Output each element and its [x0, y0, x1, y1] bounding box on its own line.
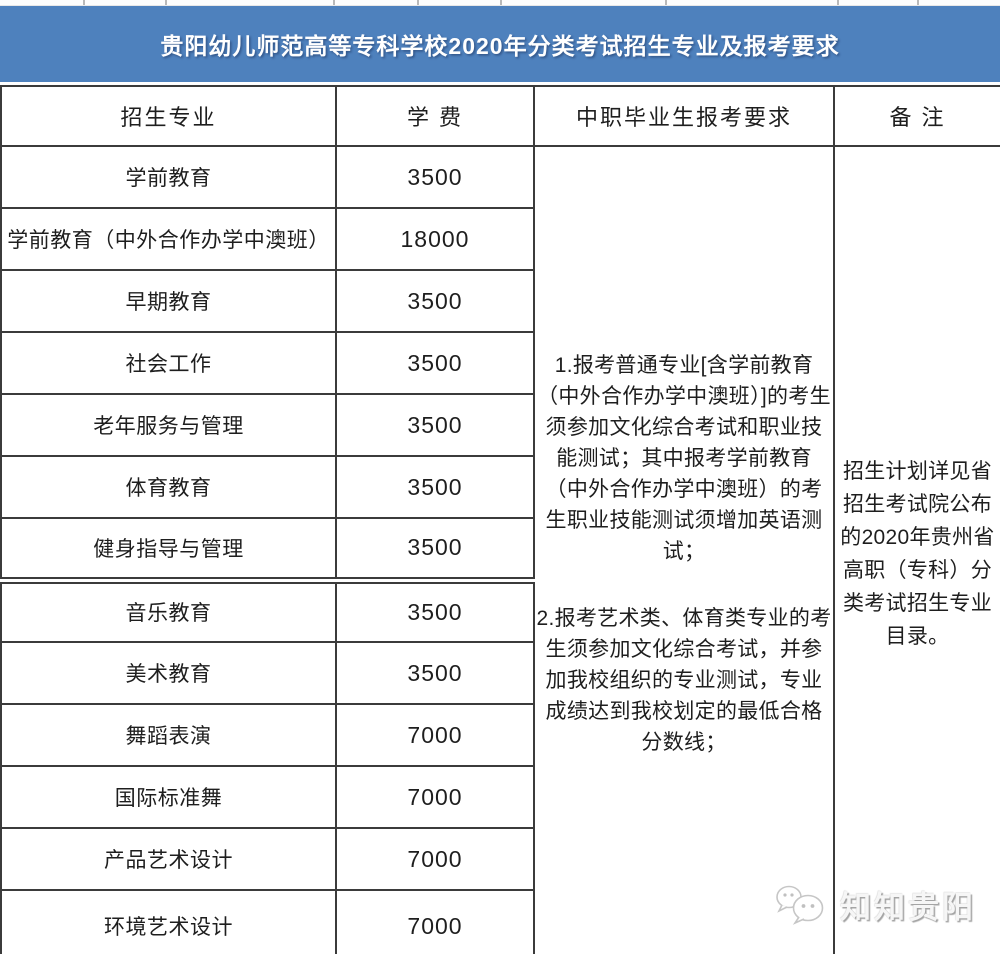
major-cell: 舞蹈表演	[0, 703, 337, 767]
major-cell: 音乐教育	[0, 576, 337, 643]
major-cell: 健身指导与管理	[0, 517, 337, 581]
fee-cell: 7000	[335, 703, 535, 767]
table-row: 学前教育 3500 1.报考普通专业[含学前教育（中外合作办学中澳班）]的考生须…	[0, 145, 1000, 954]
major-cell: 老年服务与管理	[0, 393, 337, 457]
major-cell: 学前教育	[0, 145, 337, 209]
title-banner: 贵阳幼儿师范高等专科学校2020年分类考试招生专业及报考要求	[0, 6, 1000, 82]
page-title: 贵阳幼儿师范高等专科学校2020年分类考试招生专业及报考要求	[160, 33, 840, 59]
table-row: 体育教育 3500	[0, 455, 1000, 519]
table-row: 产品艺术设计 7000	[0, 827, 1000, 891]
requirements-paragraph-2: 2.报考艺术类、体育类专业的考生须参加文化综合考试，并参加我校组织的专业测试，专…	[536, 607, 832, 754]
fee-cell: 18000	[335, 207, 535, 271]
table-row: 老年服务与管理 3500	[0, 393, 1000, 457]
fee-cell: 3500	[335, 393, 535, 457]
fee-cell: 7000	[335, 827, 535, 891]
table-row: 学前教育（中外合作办学中澳班） 18000	[0, 207, 1000, 271]
table-row: 健身指导与管理 3500	[0, 517, 1000, 581]
fee-cell: 3500	[335, 517, 535, 581]
table-row: 音乐教育 3500	[0, 576, 1000, 643]
major-cell: 社会工作	[0, 331, 337, 395]
major-cell: 早期教育	[0, 269, 337, 333]
table-row: 舞蹈表演 7000	[0, 703, 1000, 767]
fee-cell: 3500	[335, 145, 535, 209]
major-cell: 环境艺术设计	[0, 889, 337, 954]
table-row: 社会工作 3500	[0, 331, 1000, 395]
major-cell: 产品艺术设计	[0, 827, 337, 891]
header-fee: 学 费	[335, 85, 535, 147]
major-cell: 国际标准舞	[0, 765, 337, 829]
requirements-cell: 1.报考普通专业[含学前教育（中外合作办学中澳班）]的考生须参加文化综合考试和职…	[533, 145, 835, 954]
fee-cell: 7000	[335, 765, 535, 829]
header-remarks: 备 注	[833, 85, 1000, 147]
fee-cell: 3500	[335, 331, 535, 395]
header-row: 招生专业 学 费 中职毕业生报考要求 备 注	[0, 85, 1000, 147]
major-cell: 体育教育	[0, 455, 337, 519]
admissions-table: 招生专业 学 费 中职毕业生报考要求 备 注 学前教育 3500 1.报考普通专…	[0, 85, 1000, 954]
table-row: 早期教育 3500	[0, 269, 1000, 333]
fee-cell: 3500	[335, 269, 535, 333]
table-row: 环境艺术设计 7000	[0, 889, 1000, 954]
header-major: 招生专业	[0, 85, 337, 147]
requirements-paragraph-1: 1.报考普通专业[含学前教育（中外合作办学中澳班）]的考生须参加文化综合考试和职…	[537, 354, 831, 563]
top-grid-remnant	[0, 0, 1000, 6]
major-cell: 美术教育	[0, 641, 337, 705]
fee-cell: 3500	[335, 576, 535, 643]
remarks-text: 招生计划详见省招生考试院公布的2020年贵州省高职（专科）分类考试招生专业目录。	[840, 460, 995, 648]
major-cell: 学前教育（中外合作办学中澳班）	[0, 207, 337, 271]
table-row: 国际标准舞 7000	[0, 765, 1000, 829]
fee-cell: 7000	[335, 889, 535, 954]
fee-cell: 3500	[335, 641, 535, 705]
table-row: 美术教育 3500	[0, 641, 1000, 705]
remarks-cell: 招生计划详见省招生考试院公布的2020年贵州省高职（专科）分类考试招生专业目录。	[833, 145, 1000, 954]
header-requirements: 中职毕业生报考要求	[533, 85, 835, 147]
fee-cell: 3500	[335, 455, 535, 519]
